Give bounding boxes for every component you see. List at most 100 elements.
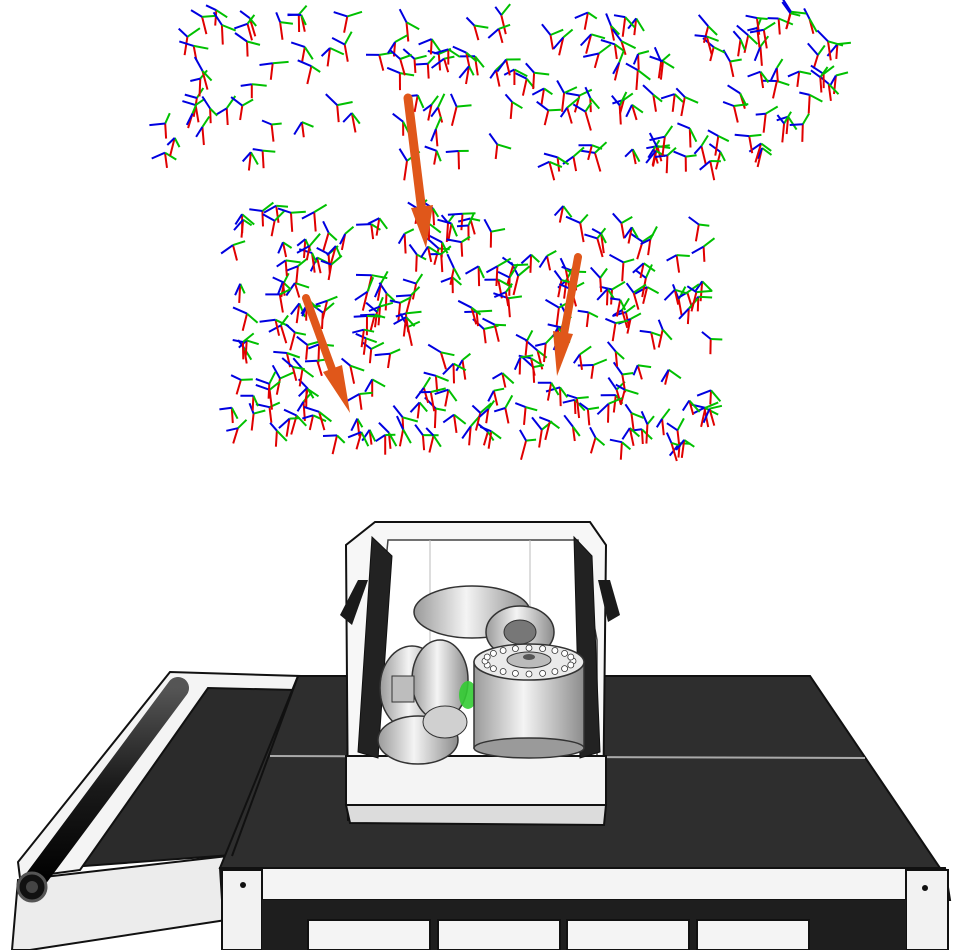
grasp-pose-frame (578, 402, 600, 426)
grasp-pose-frame (430, 93, 446, 123)
grasp-pose-frame (398, 8, 420, 42)
grasp-pose-frame (612, 49, 625, 81)
grasp-pose-frame (452, 45, 478, 70)
bolt (489, 650, 497, 657)
grasp-pose-frame (623, 226, 639, 244)
grasp-pose-frames (149, 0, 852, 462)
grasp-pose-frame (179, 40, 209, 60)
grasp-pose-frame (510, 261, 531, 296)
grasp-pose-frame (240, 394, 260, 411)
grasp-pose-frame (617, 312, 642, 334)
grasp-pose-frame (578, 144, 603, 161)
grasp-pose-frame (611, 28, 637, 56)
grasp-pose-frame (697, 14, 718, 43)
grasp-pose-frame (259, 60, 289, 80)
grasp-pose-frame (345, 391, 373, 410)
grasp-pose-frame (691, 237, 716, 262)
grasp-pose-frame (320, 47, 345, 67)
grasp-pose-frame (178, 27, 201, 56)
bolt (561, 665, 568, 672)
grasp-pose-frame (552, 28, 574, 56)
grasp-pose-frame (285, 323, 307, 351)
grasp-pose-frame (755, 105, 779, 133)
grasp-pose-frame (534, 333, 556, 363)
grasp-pose-frame (248, 402, 266, 431)
grasp-pose-frame (355, 332, 378, 355)
grasp-pose-frame (749, 21, 776, 49)
drawer-4 (696, 919, 810, 950)
grasp-pose-frame (442, 413, 467, 434)
grasp-pose-frame (642, 84, 663, 112)
grasp-pose-frame (402, 48, 427, 73)
grasp-pose-frame (553, 205, 573, 223)
grasp-pose-frame (389, 49, 413, 76)
grasp-pose-frame (201, 95, 218, 124)
grasp-pose-frame (322, 220, 338, 253)
grasp-pose-frame (361, 429, 377, 445)
bolt (525, 644, 533, 652)
grasp-pose-frame (408, 243, 427, 272)
grasp-pose-frame (596, 288, 615, 306)
grasp-pose-frame (671, 284, 687, 316)
grasp-pose-frame (693, 134, 709, 165)
grasp-pose-frame (625, 282, 647, 310)
bolt (489, 665, 497, 672)
grasp-pose-frame (829, 71, 849, 95)
grasp-pose-frame (212, 11, 237, 45)
grasp-pose-frame (277, 207, 306, 232)
grasp-pose-frame (545, 386, 569, 407)
grasp-pose-frame (456, 212, 475, 241)
grasp-pose-frame (696, 389, 722, 405)
grasp-pose-frame (252, 148, 276, 169)
bolt (551, 668, 559, 675)
grasp-pose-frame (572, 102, 593, 131)
grasp-pose-frame (621, 427, 641, 447)
grasp-pose-frame (446, 253, 462, 286)
bolt (499, 668, 507, 675)
grasp-pose-frame (290, 302, 307, 324)
grasp-pose-frame (354, 276, 375, 311)
grasp-pose-frame (230, 96, 254, 121)
grasp-pose-frame (487, 23, 511, 44)
grasp-pose-frame (415, 55, 436, 79)
grasp-pose-frame (275, 12, 294, 40)
grasp-pose-frame (525, 62, 550, 90)
grasp-pose-frame (677, 122, 698, 148)
approach-vector-arrow-1 (403, 93, 433, 248)
grasp-pose-frame (520, 253, 540, 273)
grasp-pose-frame (488, 132, 512, 160)
grasp-pose-frame (262, 209, 286, 237)
bolt (551, 647, 559, 654)
grasp-pose-frame (273, 350, 301, 368)
grasp-pose-frame (364, 378, 386, 397)
grasp-pose-frame (531, 87, 553, 105)
grasp-pose-frame (226, 419, 248, 444)
mechanical-parts (377, 585, 585, 765)
grasp-pose-frame (537, 381, 560, 401)
grasp-pose-frame (425, 427, 442, 453)
grasp-pose-frame (605, 317, 629, 342)
grasp-pose-frame (277, 241, 293, 258)
grasp-pose-frame (303, 406, 333, 431)
grasp-pose-frame (803, 7, 818, 35)
grasp-pose-frame (220, 240, 246, 261)
grasp-pose-frame (423, 371, 449, 392)
grasp-pose-frame (634, 286, 660, 304)
grasp-pose-frame (722, 100, 749, 123)
grasp-pose-frame (701, 331, 723, 355)
grasp-pose-frame (433, 48, 461, 65)
main-conveyor-frame (218, 867, 952, 901)
grasp-pose-frame (261, 119, 282, 142)
grasp-pose-frame (810, 64, 835, 89)
grasp-pose-frame (219, 406, 239, 424)
grasp-pose-frame (591, 228, 607, 254)
grasp-pose-frame (640, 226, 658, 256)
grasp-pose-frame (281, 357, 305, 381)
grasp-pose-frame (485, 257, 512, 287)
bolt (539, 645, 546, 652)
grasp-pose-frame (487, 387, 505, 406)
grasp-pose-frame (556, 80, 578, 112)
grasp-pose-frame (442, 362, 467, 384)
drawer-1 (307, 919, 431, 950)
